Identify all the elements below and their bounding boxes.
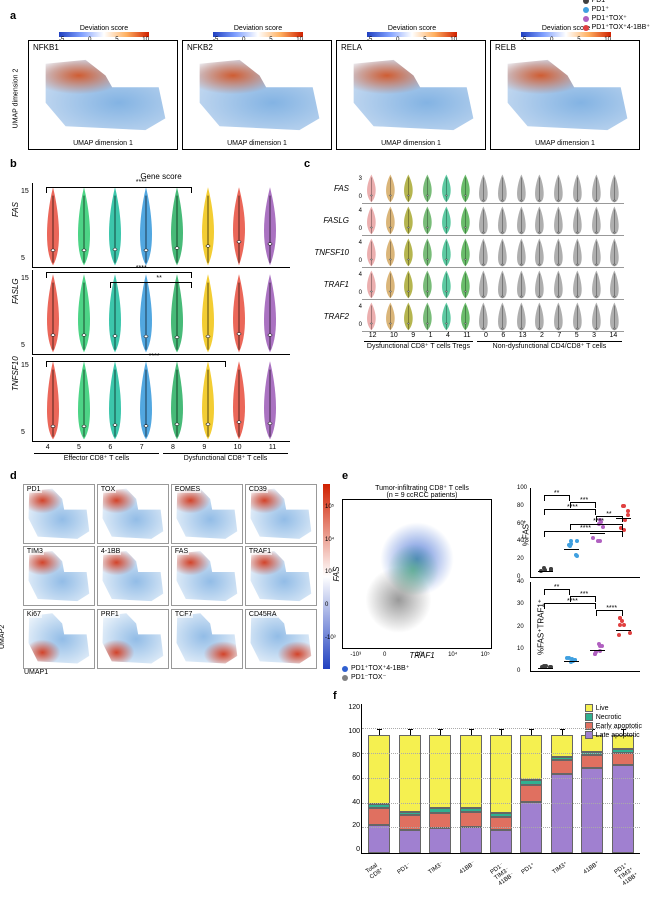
panel-f-label: f <box>333 690 640 702</box>
panel-a: a UMAP dimension 2 Deviation score-50510… <box>10 10 640 150</box>
violin-fas: FAS155**** <box>32 183 290 268</box>
c-violin-fas: FAS30 <box>304 172 624 204</box>
panel-b-title: Gene score <box>32 172 290 181</box>
d-umap-pd1: PD1 <box>23 484 95 544</box>
panel-b-xlabels: 4567891011 <box>32 444 290 451</box>
d-umap-tox: TOX <box>97 484 169 544</box>
d-umap-traf1: TRAF1 <box>245 546 317 606</box>
violin-faslg: FASLG155****** <box>32 270 290 355</box>
d-umap-tim3: TIM3 <box>23 546 95 606</box>
c-violin-faslg: FASLG40 <box>304 204 624 236</box>
f-bar-5 <box>520 712 542 854</box>
panel-d-label: d <box>10 470 330 482</box>
f-bar-0 <box>368 712 390 854</box>
panel-e-chart-fastraf1: %FAS⁺TRAF1⁺ 010203040************* <box>530 582 640 672</box>
panel-c: c FAS30FASLG40TNFSF1040TRAF140TRAF240 12… <box>304 158 624 462</box>
panel-b: b Gene score FAS155****FASLG155******TNF… <box>10 158 290 462</box>
panel-a-label: a <box>10 10 640 22</box>
panel-f-xlabels: TotalCD8⁺PD1⁻TIM3⁻41BB⁻PD1⁻TIM3⁻41BB⁻PD1… <box>361 854 640 891</box>
d-umap-ki67: Ki67 <box>23 609 95 669</box>
panel-f-legend: LiveNecroticEarly apoptoticLate apoptoti… <box>585 704 642 740</box>
umap-relb: Deviation score-50510RELBUMAP dimension … <box>490 40 640 150</box>
panel-b-eff-label: Effector CD8⁺ T cells <box>34 453 159 462</box>
panel-a-ylabel: UMAP dimension 2 <box>13 69 20 129</box>
d-umap-tcf7: TCF7 <box>171 609 243 669</box>
d-umap-fas: FAS <box>171 546 243 606</box>
d-umap-4-1bb: 4-1BB <box>97 546 169 606</box>
panel-d: d UMAP2 PD1TOXEOMESCD39TIM34-1BBFASTRAF1… <box>10 470 330 682</box>
panel-d-colorbar <box>323 484 330 669</box>
f-bar-6 <box>551 712 573 854</box>
d-umap-prf1: PRF1 <box>97 609 169 669</box>
c-violin-traf2: TRAF240 <box>304 300 624 332</box>
violin-tnfsf10: TNFSF10155**** <box>32 357 290 442</box>
panel-e-scatter: FAS -10³010³10⁴10⁵-10³010³10⁴10⁵ <box>342 499 492 649</box>
panel-c-non-label: Non-dysfunctional CD4/CD8⁺ T cells <box>477 341 622 350</box>
panel-d-ylabel: UMAP2 <box>0 625 6 649</box>
f-bar-3 <box>460 712 482 854</box>
panel-c-xlabels: 1210914110613275314 <box>362 332 624 339</box>
f-bar-1 <box>399 712 421 854</box>
c-violin-tnfsf10: TNFSF1040 <box>304 236 624 268</box>
f-bar-4 <box>490 712 512 854</box>
panel-f-chart: Percentage of cells 120100806040200 Live… <box>361 704 640 854</box>
umap-nfkb2: Deviation score-50510NFKB2UMAP dimension… <box>182 40 332 150</box>
panel-c-label: c <box>304 158 624 170</box>
panel-b-label: b <box>10 158 290 170</box>
d-umap-eomes: EOMES <box>171 484 243 544</box>
d-umap-cd39: CD39 <box>245 484 317 544</box>
panel-d-xlabel: UMAP1 <box>24 669 330 676</box>
f-bar-2 <box>429 712 451 854</box>
panel-e-label: e <box>342 470 640 482</box>
panel-e: e Tumor-infiltrating CD8⁺ T cells (n = 9… <box>342 470 640 682</box>
umap-nfkb1: Deviation score-50510NFKB1UMAP dimension… <box>28 40 178 150</box>
c-violin-traf1: TRAF140 <box>304 268 624 300</box>
panel-f: f Percentage of cells 120100806040200 Li… <box>333 690 640 891</box>
panel-e-chart-fas: %FAS⁺ 020406080100******************* <box>530 488 640 578</box>
d-umap-cd45ra: CD45RA <box>245 609 317 669</box>
panel-c-dys-label: Dysfunctional CD8⁺ T cells Tregs <box>364 341 473 350</box>
panel-b-dys-label: Dysfunctional CD8⁺ T cells <box>163 453 288 462</box>
umap-rela: Deviation score-50510RELAUMAP dimension … <box>336 40 486 150</box>
panel-e-subtitle: (n = 9 ccRCC patients) <box>342 492 502 499</box>
panel-e-title: Tumor-infiltrating CD8⁺ T cells <box>342 484 502 492</box>
